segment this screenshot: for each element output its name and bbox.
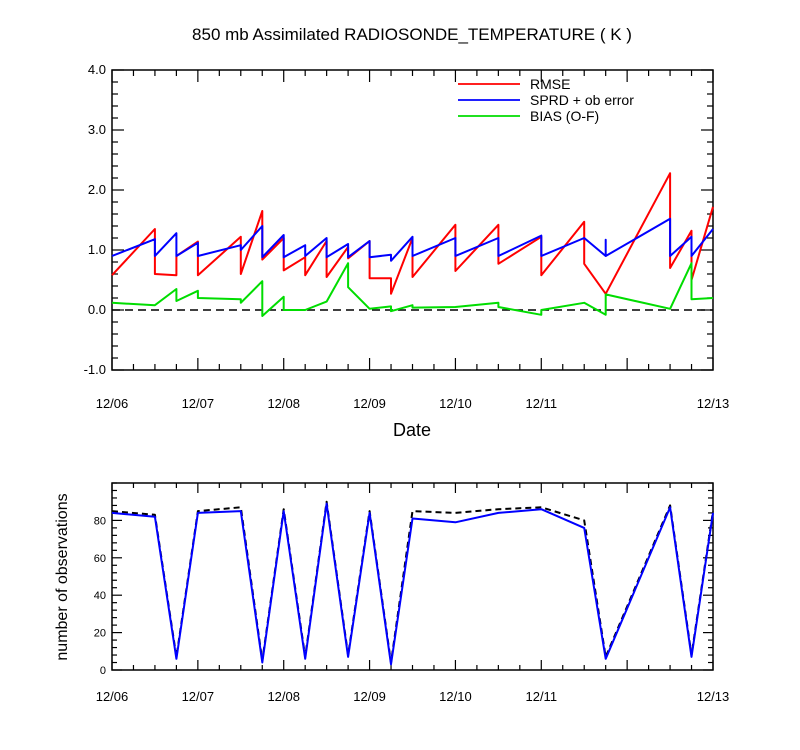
x-tick-label: 12/08 (267, 689, 300, 704)
x-tick-label: 12/09 (353, 689, 386, 704)
y-tick-label: 60 (94, 553, 106, 565)
legend-label: RMSE (530, 76, 570, 92)
y-tick-label: 0.0 (88, 302, 106, 317)
y-tick-label: 80 (94, 515, 106, 527)
series-line-rmse (111, 172, 714, 295)
plot-frame (111, 482, 714, 671)
x-tick-label: 12/13 (697, 396, 730, 411)
y-tick-label: 4.0 (88, 62, 106, 77)
chart-title: 850 mb Assimilated RADIOSONDE_TEMPERATUR… (192, 25, 632, 44)
x-axis-label: Date (393, 420, 431, 440)
y-tick-label: 0 (100, 665, 106, 677)
x-tick-label: 12/13 (697, 689, 730, 704)
x-tick-label: 12/07 (182, 396, 215, 411)
series-line-possible (111, 500, 714, 664)
x-tick-label: 12/10 (439, 396, 472, 411)
y-tick-label: 20 (94, 628, 106, 640)
x-tick-label: 12/07 (182, 689, 215, 704)
y-tick-label: 1.0 (88, 242, 106, 257)
y-tick-label: 3.0 (88, 122, 106, 137)
x-tick-label: 12/09 (353, 396, 386, 411)
x-tick-label: 12/06 (96, 689, 129, 704)
legend-label: BIAS (O-F) (530, 108, 599, 124)
lower-chart: 0 20 40 60 80 12/06 12/07 12/08 12/09 12/10 12/11 1… (94, 482, 730, 704)
x-tick-label: 12/10 (439, 689, 472, 704)
y-tick-label: -1.0 (84, 362, 106, 377)
series-line-bias-o-f (111, 262, 714, 317)
series-line-assimilated (111, 502, 714, 666)
x-tick-label: 12/11 (525, 396, 557, 411)
upper-chart: -1.0 0.0 1.0 2.0 3.0 4.0 12/06 12/07 12/08 12/09 1… (84, 62, 730, 411)
y-tick-label: 40 (94, 590, 106, 602)
series-line-sprd-ob-error (111, 217, 714, 262)
y-tick-label: 2.0 (88, 182, 106, 197)
legend-label: SPRD + ob error (530, 92, 634, 108)
plot-frame (111, 69, 714, 371)
x-tick-label: 12/06 (96, 396, 129, 411)
x-tick-label: 12/08 (267, 396, 300, 411)
x-tick-label: 12/11 (525, 689, 557, 704)
y-axis-label: number of observations (54, 493, 71, 660)
